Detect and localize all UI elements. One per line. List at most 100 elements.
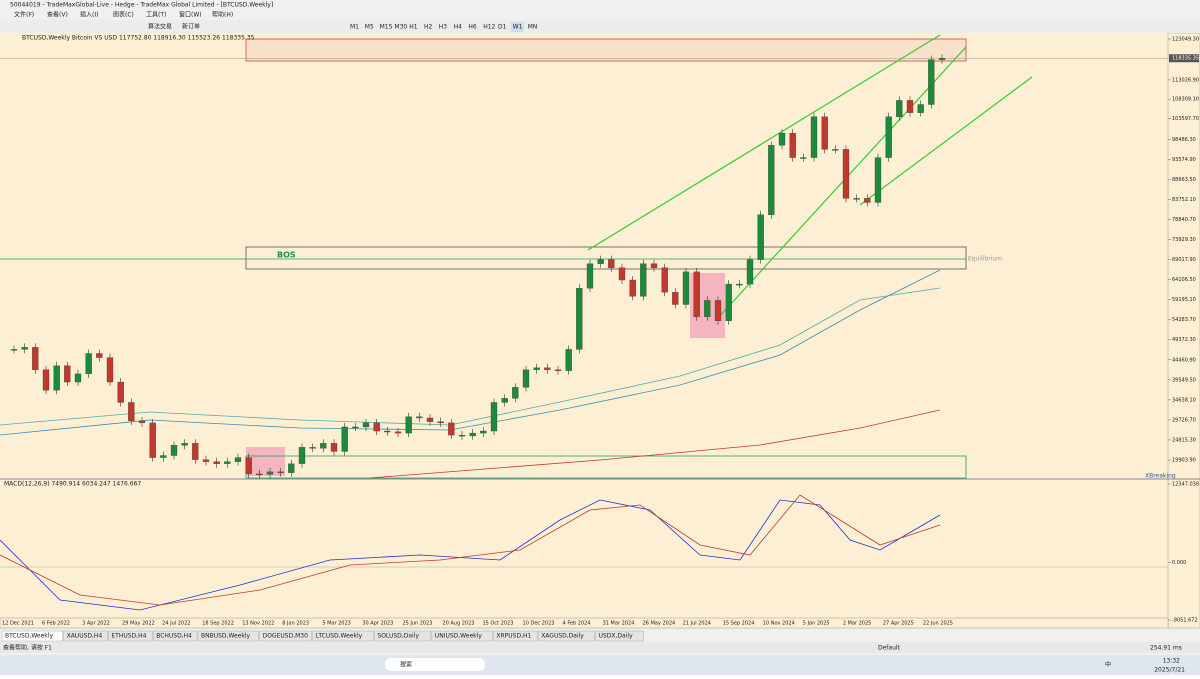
timeframe[interactable]: M1: [350, 24, 359, 31]
price-label: 24815.30: [1172, 437, 1196, 443]
toolbar-button[interactable]: 算法交易: [148, 23, 172, 31]
candle: [522, 369, 530, 388]
date-label: 21 Jul 2024: [683, 621, 711, 627]
candle: [757, 214, 764, 260]
tab-label[interactable]: DOGEUSD,M30: [263, 633, 309, 640]
date-label: 10 Nov 2024: [763, 621, 795, 627]
current-price-box: [1169, 54, 1199, 63]
tab[interactable]: [63, 630, 108, 642]
timeframe[interactable]: H4: [454, 24, 463, 31]
menu-item[interactable]: 帮助(H): [212, 11, 233, 19]
price-label: 29726.70: [1172, 417, 1196, 423]
tab-label[interactable]: USDX,Daily: [599, 633, 633, 640]
chart-header: BTCUSD,Weekly Bitcoin VS USD 117752.80 1…: [22, 35, 255, 42]
timeframe[interactable]: M5: [365, 24, 374, 31]
candle: [96, 353, 103, 358]
price-label: 39549.50: [1172, 377, 1196, 383]
tab-label[interactable]: LTCUSD,Weekly: [316, 633, 363, 640]
price-label: 34638.10: [1172, 397, 1196, 403]
price-label: 78840.70: [1172, 217, 1196, 223]
tab-label[interactable]: XAGUSD,Daily: [541, 633, 584, 640]
timeframe[interactable]: MN: [528, 24, 538, 31]
tab[interactable]: [312, 630, 374, 642]
candle: [298, 447, 306, 464]
candle: [469, 432, 476, 437]
menu-item[interactable]: 窗口(W): [179, 11, 202, 19]
status-help: 查看帮助, 请按 F1: [3, 644, 52, 652]
tab[interactable]: [152, 630, 198, 642]
toolbar-button[interactable]: 新订单: [182, 23, 200, 31]
tab-label[interactable]: BCHUSD,H4: [156, 633, 192, 640]
date-label: 10 Dec 2023: [523, 621, 555, 627]
search-box[interactable]: [385, 658, 485, 671]
date-label: 12 Dec 2021: [2, 621, 34, 627]
tab-label[interactable]: XAUUSD,H4: [67, 633, 103, 640]
tab[interactable]: [1, 630, 63, 642]
tab[interactable]: [197, 630, 259, 642]
candle: [437, 421, 444, 424]
tab-label[interactable]: SOLUSD,Daily: [377, 633, 419, 640]
timeframe[interactable]: M15: [380, 24, 393, 31]
tab[interactable]: [374, 630, 432, 642]
date-label: 13 Nov 2022: [242, 621, 274, 627]
macd-tick-label: -9051.672: [1172, 618, 1198, 624]
tab[interactable]: [493, 630, 538, 642]
candle: [117, 381, 124, 403]
timeframe[interactable]: H6: [468, 24, 477, 31]
candle: [181, 443, 188, 446]
tab[interactable]: [537, 630, 595, 642]
candle: [832, 149, 839, 151]
date-label: 5 Jan 2025: [803, 621, 830, 627]
candle: [480, 430, 487, 434]
timeframe[interactable]: H3: [439, 24, 448, 31]
candle: [426, 417, 434, 422]
timeframe[interactable]: H1: [409, 24, 418, 31]
timeframe[interactable]: D1: [498, 24, 507, 31]
date-label: 31 Mar 2024: [603, 621, 635, 627]
bos-label: BOS: [277, 251, 296, 260]
candle: [640, 263, 647, 297]
tab-label[interactable]: ETHUSD,H4: [111, 633, 146, 640]
timeframe[interactable]: H2: [424, 24, 433, 31]
menu-item[interactable]: 文件(F): [14, 11, 34, 19]
candle: [320, 443, 327, 449]
menu-item[interactable]: 工具(T): [146, 12, 166, 19]
date-label: 27 Apr 2025: [883, 621, 914, 627]
menu-item[interactable]: 查看(V): [47, 11, 68, 19]
candle: [736, 283, 743, 286]
tab-label[interactable]: UNIUSD,Weekly: [435, 633, 482, 640]
clock-time: 13:32: [1163, 658, 1180, 665]
tab-label[interactable]: BTCUSD,Weekly: [5, 633, 53, 640]
price-label: 64106.50: [1172, 277, 1196, 283]
candle: [202, 459, 210, 462]
timeframe[interactable]: M30: [394, 24, 407, 31]
candle: [309, 447, 316, 449]
menu-item[interactable]: 图表(C): [113, 11, 134, 19]
tab-label[interactable]: BNBUSD,Weekly: [201, 633, 251, 640]
timeframe[interactable]: W1: [513, 24, 523, 31]
menu-item[interactable]: 插入(I): [80, 11, 98, 19]
tab[interactable]: [595, 630, 644, 642]
chart-bg: [0, 33, 1168, 478]
date-label: 8 Jan 2023: [282, 621, 309, 627]
tab[interactable]: [431, 630, 493, 642]
candle: [458, 434, 466, 437]
date-label: 29 May 2022: [122, 621, 155, 627]
candle: [256, 473, 263, 476]
price-label: 19903.90: [1172, 458, 1196, 464]
tab[interactable]: [259, 630, 313, 642]
candle: [213, 461, 220, 464]
timeframe[interactable]: H12: [483, 24, 495, 31]
date-label: 30 Apr 2023: [362, 621, 393, 627]
breaking-label: XBreaking: [1145, 473, 1176, 480]
date-axis: [0, 617, 1169, 629]
tab[interactable]: [108, 630, 153, 642]
tab-label[interactable]: XRPUSD,H1: [496, 633, 531, 640]
date-label: 5 Mar 2023: [322, 621, 351, 627]
candle: [10, 349, 18, 351]
macd-bg: [0, 480, 1168, 618]
date-label: 15 Sep 2024: [723, 621, 755, 627]
candle: [53, 365, 60, 391]
date-label: 2 Mar 2025: [843, 621, 872, 627]
